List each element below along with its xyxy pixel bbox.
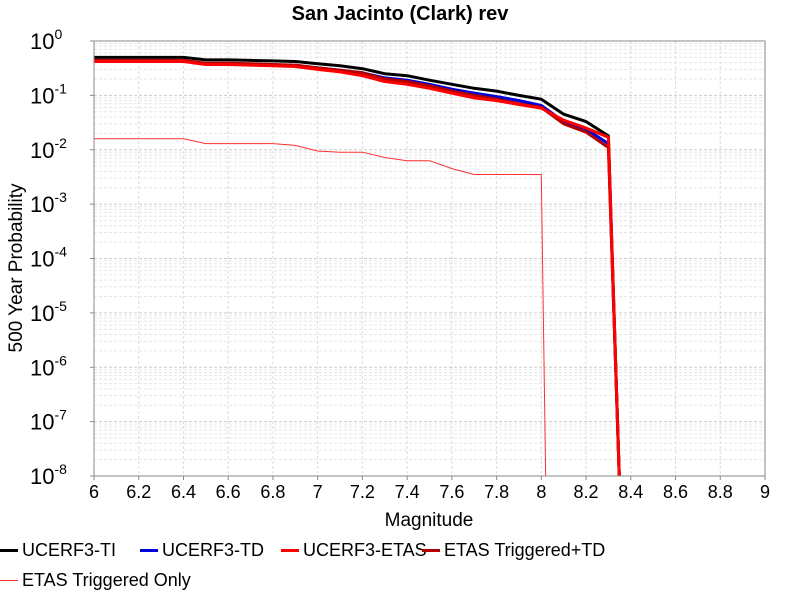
legend-item: UCERF3-TD: [140, 538, 264, 562]
legend-swatch: [0, 579, 18, 581]
x-tick-label: 8: [536, 482, 546, 502]
x-axis-label: Magnitude: [385, 510, 474, 531]
x-tick-labels: 6 6.2 6.4 6.6 6.8 7 7.2 7.4 7.6 7.8 8 8.2 8.4 8.6 8.8 9: [89, 476, 770, 502]
legend-label: ETAS Triggered Only: [22, 569, 191, 590]
legend-label: UCERF3-TI: [22, 539, 116, 560]
x-tick-label: 8.2: [574, 482, 599, 502]
grid-lines: [93, 41, 766, 477]
legend-item: ETAS Triggered Only: [0, 568, 191, 592]
x-tick-label: 9: [760, 482, 770, 502]
y-tick-label: 10-1: [30, 80, 67, 108]
series-line-etas-triggered-td: [94, 58, 621, 476]
y-tick-label: 10-2: [30, 135, 67, 163]
series-line-ucerf3-ti: [94, 55, 621, 476]
legend-item: ETAS Triggered+TD: [422, 538, 605, 562]
legend-swatch: [281, 548, 299, 552]
legend-item: UCERF3-TI: [0, 538, 116, 562]
legend-label: ETAS Triggered+TD: [444, 539, 606, 560]
x-tick-label: 6.4: [171, 482, 196, 502]
y-tick-label: 10-3: [30, 189, 67, 217]
y-axis-label: 500 Year Probability: [6, 183, 27, 353]
y-tick-label: 100: [30, 26, 62, 54]
x-tick-label: 8.6: [663, 482, 688, 502]
legend-label: UCERF3-TD: [162, 539, 264, 560]
series-line-ucerf3-td: [94, 59, 621, 476]
x-tick-label: 6.8: [260, 482, 285, 502]
legend-item: UCERF3-ETAS: [281, 538, 427, 562]
x-tick-label: 6.2: [126, 482, 151, 502]
y-tick-labels: 100 10-1 10-2 10-3 10-4 10-5 10-6 10-7 10-8: [30, 26, 94, 489]
x-tick-label: 7.2: [350, 482, 375, 502]
x-tick-label: 8.8: [708, 482, 733, 502]
legend-swatch: [140, 548, 158, 552]
x-tick-label: 7: [313, 482, 323, 502]
series-line-ucerf3-etas: [94, 60, 621, 476]
y-tick-label: 10-5: [30, 298, 67, 326]
legend: UCERF3-TI UCERF3-TD UCERF3-ETAS ETAS Trigge…: [0, 536, 800, 600]
x-tick-label: 6: [89, 482, 99, 502]
series-line-etas-triggered-only: [94, 138, 547, 476]
x-tick-label: 8.4: [618, 482, 643, 502]
legend-label: UCERF3-ETAS: [303, 539, 427, 560]
legend-swatch: [422, 548, 440, 552]
y-tick-label: 10-8: [30, 461, 67, 489]
x-tick-label: 7.8: [484, 482, 509, 502]
legend-swatch: [0, 548, 18, 552]
x-tick-label: 6.6: [216, 482, 241, 502]
x-tick-label: 7.6: [439, 482, 464, 502]
y-tick-label: 10-7: [30, 407, 67, 435]
chart-title: San Jacinto (Clark) rev: [292, 3, 510, 25]
y-tick-label: 10-6: [30, 352, 67, 380]
series-lines: [94, 55, 621, 476]
x-tick-label: 7.4: [395, 482, 420, 502]
y-tick-label: 10-4: [30, 244, 67, 272]
